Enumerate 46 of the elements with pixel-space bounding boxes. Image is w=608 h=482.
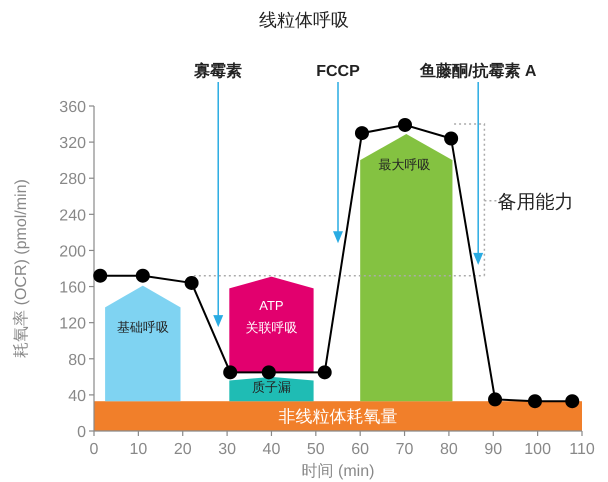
- band-label: 非线粒体耗氧量: [278, 407, 398, 426]
- x-tick-label: 20: [174, 441, 192, 458]
- x-tick-label: 0: [90, 441, 99, 458]
- x-tick-label: 100: [524, 441, 552, 458]
- x-tick-label: 70: [396, 441, 414, 458]
- point: [136, 268, 150, 283]
- y-tick-label: 80: [68, 352, 86, 369]
- text: 鱼藤酮/抗霉素 A: [418, 62, 537, 80]
- text: 寡霉素: [193, 61, 242, 80]
- x-tick-label: 30: [218, 441, 236, 458]
- y-tick-label: 360: [59, 99, 86, 116]
- chart-title: 线粒体呼吸: [259, 10, 349, 30]
- point: [488, 392, 502, 406]
- x-tick-label: 40: [262, 441, 280, 458]
- annotation: 基础呼吸: [116, 320, 169, 335]
- point: [354, 126, 369, 140]
- text: FCCP: [316, 63, 360, 80]
- annotation: 最大呼吸: [378, 157, 431, 172]
- y-tick-label: 120: [59, 316, 86, 333]
- point: [223, 365, 238, 380]
- x-tick-label: 60: [351, 441, 370, 458]
- y-tick-label: 320: [59, 135, 86, 152]
- point: [528, 394, 542, 408]
- annotation: 备用能力: [498, 192, 574, 213]
- point: [184, 276, 199, 290]
- y-tick-label: 200: [59, 243, 86, 260]
- y-tick-label: 40: [68, 388, 86, 405]
- y-tick-label: 160: [59, 280, 86, 297]
- x-tick-label: 10: [129, 441, 148, 458]
- x-tick-label: 90: [484, 441, 502, 458]
- point: [93, 268, 108, 283]
- point: [444, 132, 458, 146]
- x-tick-label: 110: [569, 441, 595, 458]
- y-axis-title: 耗氧率 (OCR) (pmol/min): [12, 179, 30, 358]
- x-tick-label: 80: [440, 441, 458, 458]
- point: [565, 394, 580, 408]
- y-tick-label: 240: [59, 207, 86, 224]
- y-tick-label: 280: [59, 171, 86, 188]
- annotation: ATP 关联呼吸: [245, 298, 298, 335]
- point: [318, 365, 332, 380]
- point: [262, 365, 276, 380]
- y-tick-label: 0: [77, 424, 86, 441]
- point: [398, 118, 412, 132]
- annotation: 质子漏: [252, 379, 291, 394]
- x-tick-label: 50: [306, 441, 325, 458]
- x-axis-title: 时间 (min): [302, 462, 374, 480]
